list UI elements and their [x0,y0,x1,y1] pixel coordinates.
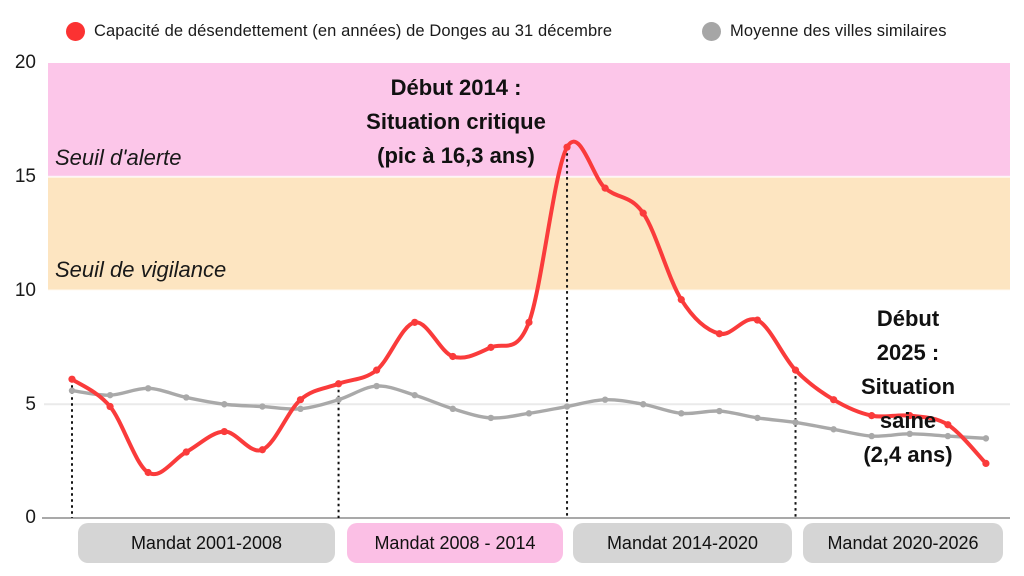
donges-point [563,143,571,151]
donges-point [144,468,152,477]
donges-point [334,380,343,388]
donges-point [106,402,114,411]
mandate-chip-2014-2020: Mandat 2014-2020 [573,523,792,563]
moyenne-point [716,407,723,415]
y-tick-15: 15 [14,166,36,187]
donges-point [715,330,723,338]
moyenne-point [792,419,799,426]
moyenne-point [944,432,952,440]
donges-point [906,412,914,420]
moyenne-point [411,391,418,399]
legend-label-donges: Capacité de désendettement (en années) d… [94,21,613,40]
donges-point [182,448,190,456]
moyenne-point [373,382,380,390]
donges-point [373,366,381,374]
donges-point [525,318,533,326]
mandate-chip-2008-2014: Mandat 2008 - 2014 [347,523,563,563]
legend-dot-donges-icon [66,21,85,41]
alert-band [48,63,1010,177]
moyenne-point [868,432,875,440]
moyenne-point [335,396,342,403]
moyenne-point [563,403,571,410]
legend-dot-moyenne-icon [702,21,721,41]
y-tick-5: 5 [25,394,36,415]
moyenne-point [449,405,456,412]
legend-item-moyenne: Moyenne des villes similaires [702,14,947,48]
donges-point [449,352,457,361]
moyenne-point [259,403,266,410]
donges-point [258,446,266,454]
y-tick-20: 20 [14,52,36,73]
moyenne-series [68,382,990,442]
moyenne-point [221,401,228,408]
alert-threshold-label: Seuil d'alerte [55,145,182,170]
vigilance-band [48,176,1010,291]
donges-point [68,375,76,383]
donges-point [791,366,800,374]
vigilance-threshold-label: Seuil de vigilance [55,257,227,282]
moyenne-point [906,430,913,438]
moyenne-point [754,414,761,422]
donges-point [830,396,838,404]
annotation-2014-peak: Début 2014 : Situation critique (pic à 1… [366,75,546,168]
y-tick-10: 10 [14,280,36,301]
moyenne-point [830,426,837,433]
legend-label-moyenne: Moyenne des villes similaires [730,21,947,40]
mandate-chip-2020-2026: Mandat 2020-2026 [803,523,1003,563]
mandate-chip-2001-2008: Mandat 2001-2008 [78,523,335,563]
donges-point [944,421,952,429]
donges-point [296,396,305,404]
legend: Capacité de désendettement (en années) d… [0,14,1024,48]
moyenne-point [106,391,114,399]
donges-point [677,296,685,304]
donges-point [982,459,990,467]
moyenne-point [525,410,533,417]
moyenne-point [982,435,990,442]
donges-point [487,343,495,351]
moyenne-point [144,385,152,392]
donges-point [753,316,762,324]
donges-series [68,139,990,477]
annotation-2025-healthy: Début 2025 : Situation saine (2,4 ans) [860,306,956,467]
moyenne-point [183,394,190,401]
moyenne-point [678,410,685,417]
moyenne-point [640,401,647,408]
donges-point [639,209,647,217]
donges-point [220,427,228,436]
donges-point [411,318,419,326]
moyenne-point [68,387,76,394]
donges-point [601,184,609,192]
moyenne-point [601,396,609,403]
y-tick-0: 0 [25,507,36,528]
legend-item-donges: Capacité de désendettement (en années) d… [66,14,612,48]
moyenne-point [487,414,495,422]
donges-point [868,412,876,420]
moyenne-point [297,405,304,412]
